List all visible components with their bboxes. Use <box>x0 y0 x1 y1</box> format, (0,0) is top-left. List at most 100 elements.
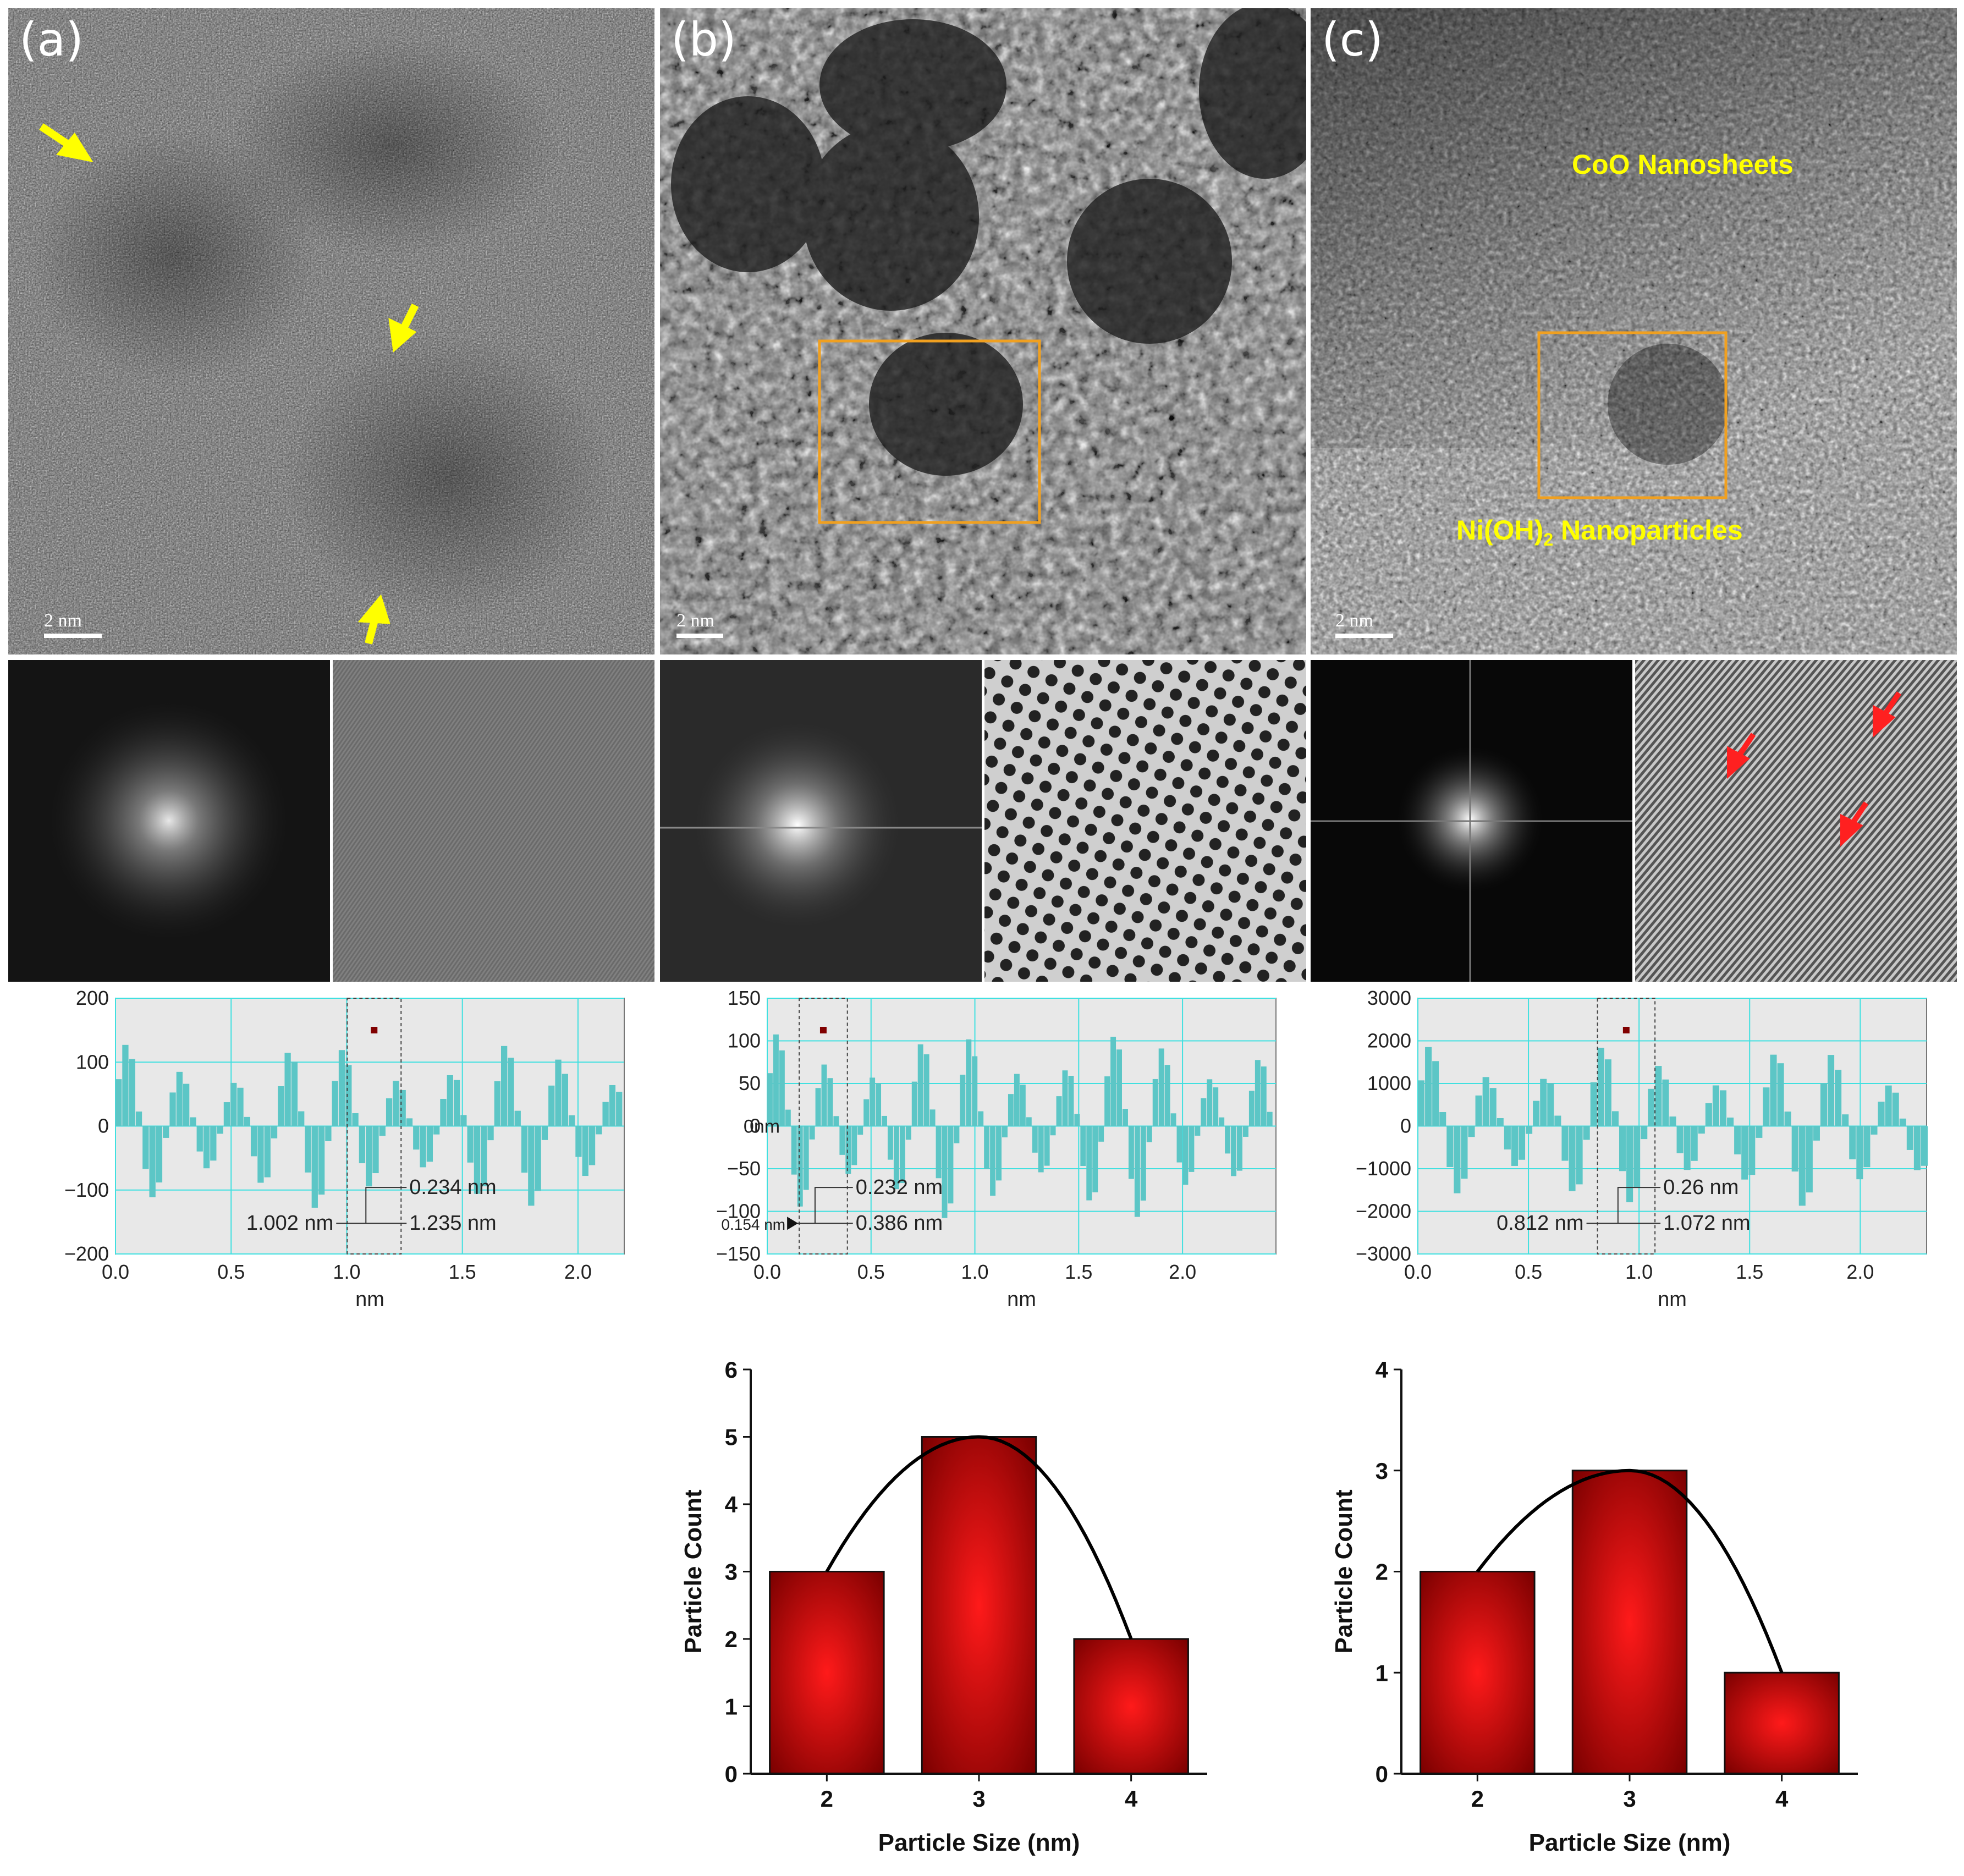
profile-bar <box>809 1126 815 1140</box>
profile-bar <box>1080 1126 1086 1167</box>
scale-bar-b: 2 nm <box>676 610 723 638</box>
profile-bar <box>936 1126 942 1179</box>
profile-bar <box>514 1110 521 1126</box>
y-tick-label: 6 <box>725 1357 738 1383</box>
y-tick-label: −100 <box>64 1179 109 1201</box>
y-tick-label: 3 <box>725 1559 738 1585</box>
x-tick-label: 4 <box>1775 1786 1789 1812</box>
tem-image-c: (c) CoO Nanosheets Ni(OH)2 Nanoparticles… <box>1311 8 1957 654</box>
profile-bar <box>905 1126 911 1140</box>
measurement-box <box>1597 998 1656 1255</box>
profile-bar <box>548 1085 555 1126</box>
profile-bar <box>156 1126 163 1182</box>
profile-bar <box>386 1098 393 1126</box>
profile-bar <box>149 1126 156 1197</box>
y-axis-label: Particle Count <box>680 1489 707 1654</box>
profile-bar <box>494 1081 501 1126</box>
y-tick-label: 3000 <box>1367 987 1411 1009</box>
profile-bar <box>210 1126 217 1161</box>
profile-bar <box>1712 1085 1719 1126</box>
fit-curve <box>1476 1468 1784 1674</box>
y-tick-label: 150 <box>728 987 761 1009</box>
y-tick-label: 100 <box>728 1030 761 1052</box>
profile-bar <box>568 1115 575 1126</box>
tem-texture-a <box>8 8 654 654</box>
highlight-box-c <box>1537 331 1728 499</box>
profile-bar <box>1261 1066 1267 1126</box>
profile-bar <box>244 1116 250 1126</box>
ifft-image-c <box>1635 660 1957 982</box>
x-tick-label: 1.0 <box>961 1261 989 1283</box>
profile-bar <box>1201 1098 1207 1126</box>
x-tick-label: 0.5 <box>217 1261 245 1283</box>
y-tick-label: −1000 <box>1356 1157 1411 1180</box>
y-tick-label: −200 <box>64 1242 109 1265</box>
profile-bar <box>1655 1066 1662 1126</box>
ifft-image-a <box>333 660 654 982</box>
profile-bar <box>899 1126 905 1184</box>
profile-bar <box>1835 1070 1842 1126</box>
profile-bar <box>1899 1118 1906 1126</box>
profile-bar <box>845 1126 851 1174</box>
profile-bar <box>996 1126 1002 1181</box>
profile-bar <box>1526 1126 1533 1134</box>
line-profile-chart-b: 0.0 0.5 1.0 1.5 2.0 150 100 50 0 −50 −100 −150 nm 0nm… <box>716 987 1277 1311</box>
profile-bar <box>1231 1126 1237 1176</box>
profile-bar <box>176 1071 183 1126</box>
tem-image-b: (b) 2 nm <box>660 8 1306 654</box>
profile-bar <box>1719 1090 1727 1126</box>
profile-bar <box>305 1126 311 1173</box>
profile-bar <box>1116 1049 1122 1126</box>
y-tick-label: −50 <box>727 1157 761 1180</box>
profile-bar <box>1086 1126 1092 1201</box>
profile-bar <box>1856 1126 1863 1180</box>
profile-bar <box>230 1082 237 1126</box>
profile-bar <box>196 1126 203 1152</box>
line-profile-chart-c: 0.0 0.5 1.0 1.5 2.0 3000 2000 1000 0 −1000 −2000 −3… <box>1356 987 1928 1311</box>
profile-bar <box>508 1058 514 1126</box>
y-tick-label: 0 <box>98 1115 109 1137</box>
profile-bar <box>338 1050 345 1126</box>
profile-bar <box>1092 1126 1098 1192</box>
x-tick-label: 2.0 <box>1169 1261 1196 1283</box>
profile-bar <box>1140 1126 1146 1201</box>
profile-bar <box>966 1039 972 1126</box>
histogram-bar <box>1571 1470 1688 1775</box>
profile-bar <box>278 1086 284 1126</box>
panel-label-a: (a) <box>19 13 84 67</box>
profile-bar <box>1504 1126 1511 1149</box>
profile-bar <box>1439 1112 1446 1126</box>
profile-bar <box>393 1081 399 1126</box>
profile-bar <box>882 1115 887 1126</box>
x-tick-label: 1.0 <box>333 1261 360 1283</box>
x-tick-label: 2.0 <box>564 1261 592 1283</box>
profile-bar <box>1164 1065 1170 1126</box>
tem-image-a: (a) 2 nm <box>8 8 654 654</box>
profile-bar <box>1189 1126 1195 1172</box>
period-label: 0.26 nm <box>1663 1176 1739 1199</box>
x-axis-label: nm <box>1007 1288 1036 1311</box>
cursor-marker <box>371 1027 378 1033</box>
period-label: 0.232 nm <box>856 1176 943 1199</box>
profile-bar <box>1828 1055 1835 1126</box>
profile-bar <box>1432 1061 1439 1126</box>
profile-bar <box>1207 1079 1213 1126</box>
profile-bar <box>575 1126 582 1157</box>
profile-bar <box>1791 1126 1798 1172</box>
profile-bar <box>1255 1060 1261 1126</box>
ifft-image-b <box>984 660 1306 982</box>
profile-bar <box>1237 1126 1242 1171</box>
profile-bar <box>1242 1126 1248 1137</box>
profile-bar <box>1756 1126 1763 1138</box>
red-arrows <box>1727 691 1902 847</box>
panel-label-b: (b) <box>671 13 736 67</box>
histogram-bar <box>1073 1638 1189 1775</box>
profile-bar <box>596 1126 602 1135</box>
profile-bar <box>115 1079 122 1126</box>
profile-bar <box>169 1092 176 1126</box>
profile-bar <box>1044 1126 1050 1166</box>
profile-bar <box>1662 1079 1669 1126</box>
profile-bar <box>1540 1079 1547 1126</box>
y-tick-label: −150 <box>716 1242 761 1265</box>
start-label: 0.154 nm <box>721 1216 785 1233</box>
